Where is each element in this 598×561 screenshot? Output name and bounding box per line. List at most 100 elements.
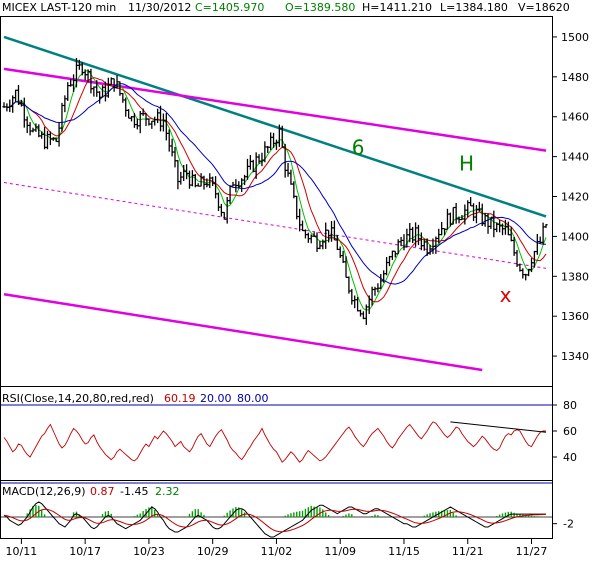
price-bar	[196, 183, 200, 187]
x-tick-label: 11/21	[452, 545, 484, 558]
price-bar	[524, 273, 528, 281]
price-bar	[332, 220, 337, 241]
price-bar	[495, 222, 499, 233]
price-bar	[234, 179, 238, 193]
price-bar	[341, 250, 345, 263]
price-bar	[150, 120, 154, 129]
macd-signal-line	[3, 508, 547, 533]
trendline-teal	[3, 35, 547, 218]
price-y-tick-label: 1340	[561, 350, 589, 363]
price-bar	[193, 174, 197, 188]
price-bar	[63, 95, 67, 113]
x-tick-label: 10/11	[6, 545, 38, 558]
x-tick-label: 11/09	[324, 545, 356, 558]
x-tick-label: 10/17	[69, 545, 101, 558]
price-bar	[295, 195, 299, 220]
price-bar	[161, 113, 166, 132]
price-bar	[364, 304, 368, 325]
price-bar	[298, 208, 302, 232]
price-bar	[445, 208, 450, 230]
macd-pane-header: MACD(12,26,9) 0.87 -1.45 2.32	[2, 485, 180, 498]
price-bar	[538, 236, 542, 244]
price-y-tick-label: 1360	[561, 310, 589, 323]
price-bar	[257, 154, 261, 164]
price-bar	[350, 288, 354, 305]
macd-title: MACD(12,26,9)	[2, 485, 86, 498]
price-y-tick-label: 1460	[561, 111, 589, 124]
price-bar	[411, 226, 415, 244]
price-y-tick-label: 1380	[561, 270, 589, 283]
price-bar	[13, 89, 18, 102]
price-bar	[260, 152, 264, 167]
price-bar	[248, 155, 252, 170]
price-bar	[219, 203, 223, 217]
price-bar	[451, 206, 455, 225]
price-bar	[173, 146, 177, 168]
price-bar	[471, 203, 476, 222]
macd-line	[3, 501, 546, 538]
macd-indicator: -2	[1, 501, 574, 538]
price-bar	[92, 86, 96, 97]
price-bar	[353, 295, 357, 309]
price-bar	[315, 232, 319, 253]
rsi-title: RSI(Close,14,20,80,red,red)	[2, 392, 154, 405]
price-bar	[347, 276, 351, 294]
rsi-y-tick-label: 80	[563, 399, 577, 412]
price-bar	[179, 171, 183, 185]
price-bar	[448, 212, 452, 227]
price-bar	[269, 132, 273, 150]
trendlines	[3, 35, 547, 372]
price-bar	[289, 169, 293, 185]
rsi-line	[3, 421, 546, 463]
price-bar	[318, 240, 322, 250]
price-bar	[338, 246, 342, 258]
price-bar	[263, 141, 267, 163]
price-bar	[129, 116, 134, 122]
wave-label: x	[500, 283, 512, 307]
header-high: H=1411.210	[362, 1, 432, 14]
price-bar	[106, 77, 110, 98]
price-bar	[156, 108, 160, 124]
price-bar	[454, 202, 458, 224]
price-bar	[367, 295, 371, 315]
price-bar	[266, 145, 270, 153]
ma-slow-line	[3, 83, 547, 285]
price-bar	[45, 130, 50, 150]
price-bar	[529, 258, 534, 273]
x-tick-label: 10/23	[133, 545, 165, 558]
price-bar	[5, 103, 9, 112]
price-bar	[164, 113, 168, 141]
header-date: 11/30/2012	[128, 1, 191, 14]
price-bar	[158, 105, 163, 132]
pane-frames	[0, 16, 553, 539]
price-y-tick-label: 1400	[561, 230, 589, 243]
price-bar	[440, 221, 444, 236]
price-y-tick-label: 1480	[561, 71, 589, 84]
price-bar	[66, 82, 70, 101]
price-bar	[124, 97, 128, 117]
wave-annotations: 6 Hx	[352, 136, 512, 308]
price-bar	[521, 268, 525, 279]
price-bar	[231, 181, 235, 187]
chart-header: MICEX LAST-120 min 11/30/2012 C=1405.970…	[2, 1, 570, 14]
price-bar	[376, 283, 380, 293]
price-bar	[286, 162, 290, 177]
price-bar	[31, 127, 35, 133]
price-bar	[240, 178, 244, 192]
rsi-lower-bound: 20.00	[200, 392, 232, 405]
x-tick-label: 11/27	[516, 545, 548, 558]
ma-mid-line	[3, 77, 547, 303]
price-bar	[138, 111, 142, 134]
price-bar	[390, 250, 394, 260]
price-bar	[335, 235, 339, 251]
x-tick-label: 11/15	[388, 545, 420, 558]
rsi-upper-bound: 80.00	[237, 392, 269, 405]
rsi-last-value: 60.19	[164, 392, 196, 405]
price-bar	[135, 118, 139, 130]
trendline-magenta-upper	[3, 67, 547, 152]
rsi-divergence-line	[450, 421, 547, 433]
price-bar	[184, 164, 189, 180]
price-bar	[187, 170, 192, 189]
price-bar	[2, 102, 6, 108]
